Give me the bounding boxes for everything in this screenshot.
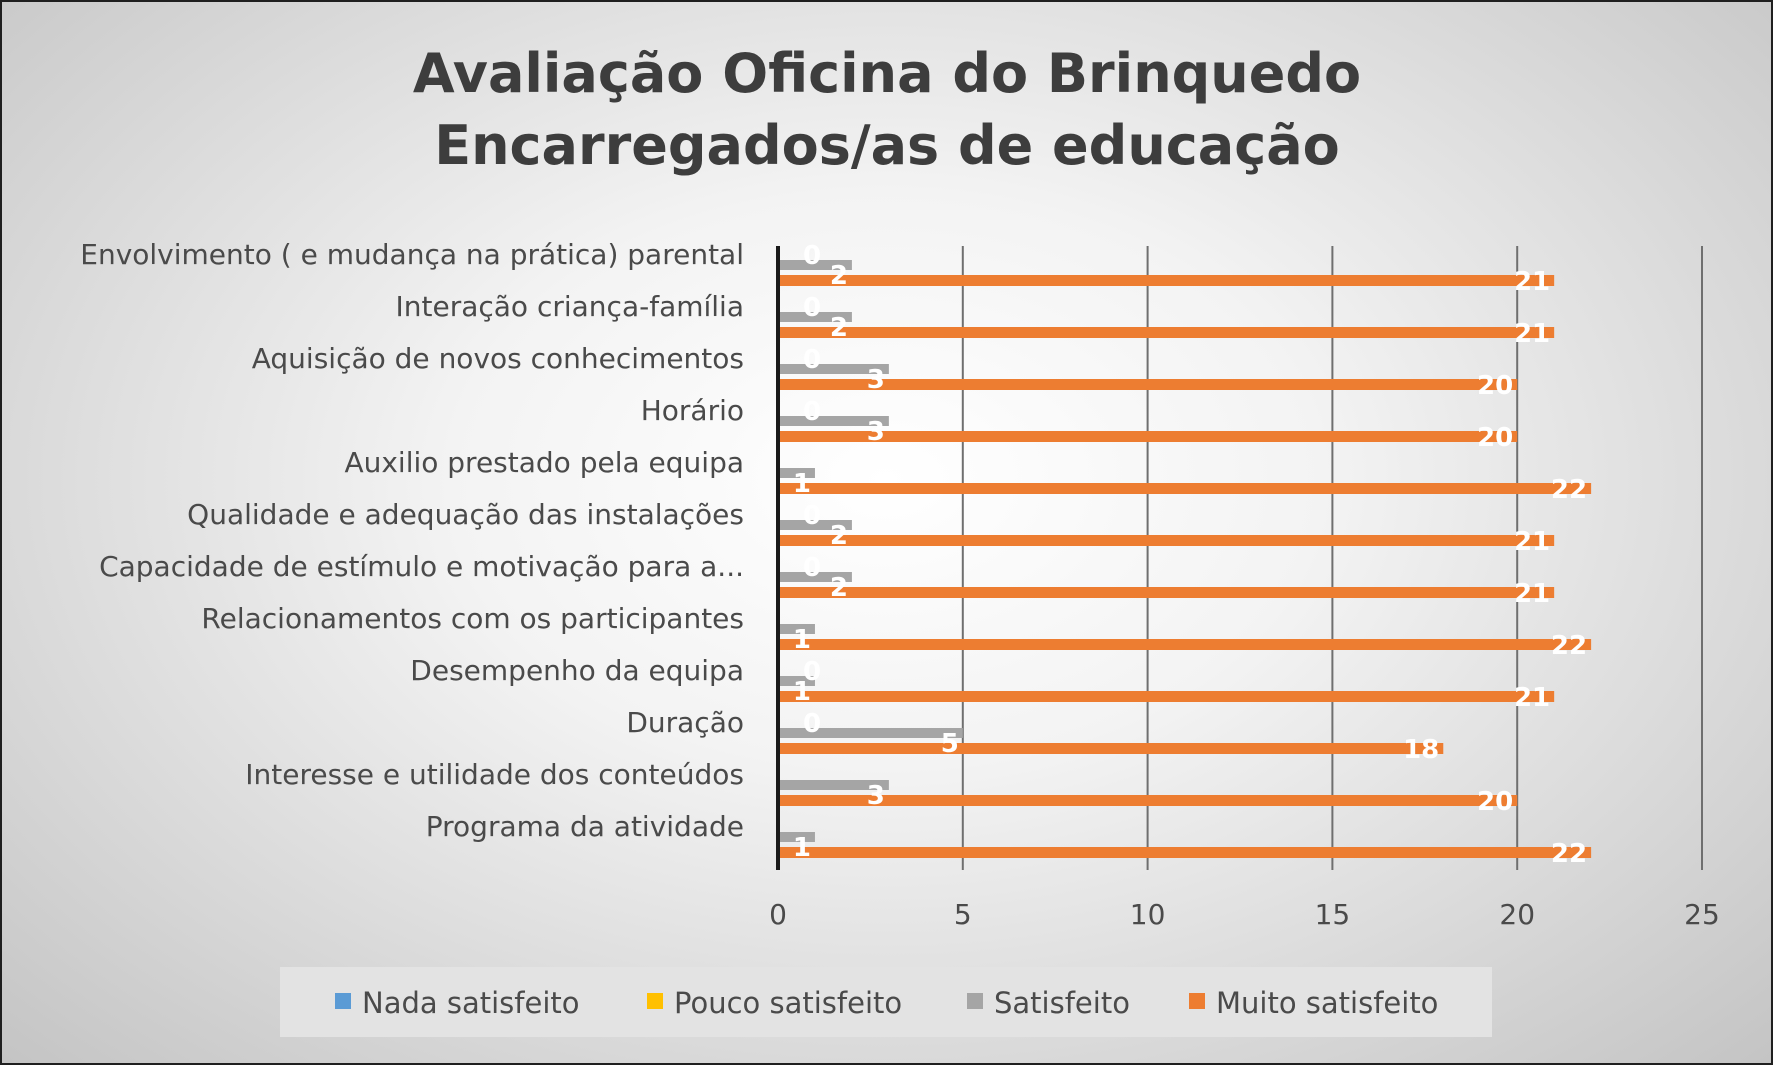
bar: [778, 312, 852, 322]
bar: [778, 468, 815, 478]
data-label: 0: [803, 501, 821, 531]
tick-label-5: 5: [954, 898, 972, 931]
legend-swatch: [335, 993, 351, 1009]
data-label: 21: [1514, 267, 1550, 297]
data-label: 3: [867, 365, 885, 395]
data-label: 21: [1514, 579, 1550, 609]
legend-label: Nada satisfeito: [362, 986, 580, 1020]
data-label: 20: [1477, 371, 1513, 401]
bar: [778, 832, 815, 842]
bar: [778, 847, 1592, 858]
gridlines: [961, 246, 1703, 870]
data-label: 0: [803, 293, 821, 323]
category-label: Qualidade e adequação das instalações: [187, 498, 744, 531]
bars: [778, 260, 1592, 858]
data-label: 0: [803, 657, 821, 687]
bar: [778, 483, 1592, 494]
bar: [778, 260, 852, 270]
data-label: 0: [803, 397, 821, 427]
bar: [778, 520, 852, 530]
category-label: Relacionamentos com os participantes: [201, 602, 744, 635]
bar: [778, 795, 1518, 806]
tick-label-15: 15: [1315, 898, 1351, 931]
bar: [778, 691, 1555, 702]
bar: [778, 379, 1518, 390]
bar: [778, 431, 1518, 442]
data-label: 0: [803, 709, 821, 739]
data-label: 2: [830, 521, 848, 551]
legend: Nada satisfeito Pouco satisfeito Satisfeit…: [280, 967, 1492, 1037]
legend-swatch: [1189, 993, 1205, 1009]
bar: [778, 780, 889, 790]
bar: [778, 728, 963, 738]
data-label: 3: [867, 417, 885, 447]
legend-label: Pouco satisfeito: [674, 986, 902, 1020]
data-label: 22: [1551, 839, 1587, 869]
bar: [778, 275, 1555, 286]
category-labels: Envolvimento ( e mudança na prática) par…: [80, 238, 744, 843]
chart-title-line-1: Avaliação Oficina do Brinquedo: [413, 42, 1361, 105]
data-label: 0: [803, 553, 821, 583]
chart-title-line-2: Encarregados/as de educação: [434, 114, 1340, 177]
bar: [778, 743, 1444, 754]
legend-swatch: [647, 993, 663, 1009]
category-label: Envolvimento ( e mudança na prática) par…: [80, 238, 744, 271]
data-label: 20: [1477, 787, 1513, 817]
bar: [778, 364, 889, 374]
data-label: 3: [867, 781, 885, 811]
data-label: 0: [803, 241, 821, 271]
category-label: Auxilio prestado pela equipa: [344, 446, 744, 479]
category-label: Duração: [626, 706, 744, 739]
tick-label-20: 20: [1499, 898, 1535, 931]
data-label: 18: [1403, 735, 1439, 765]
legend-label: Muito satisfeito: [1216, 986, 1438, 1020]
category-label: Capacidade de estímulo e motivação para …: [99, 550, 744, 583]
legend-swatch: [967, 993, 983, 1009]
category-label: Programa da atividade: [426, 810, 744, 843]
data-label: 2: [830, 573, 848, 603]
category-label: Interação criança-família: [396, 290, 745, 323]
data-label: 2: [830, 313, 848, 343]
chart-title: Avaliação Oficina do Brinquedo Encarrega…: [413, 42, 1361, 177]
data-label: 21: [1514, 319, 1550, 349]
category-label: Horário: [641, 394, 744, 427]
data-label: 2: [830, 261, 848, 291]
bar: [778, 327, 1555, 338]
data-label: 21: [1514, 683, 1550, 713]
data-label: 22: [1551, 475, 1587, 505]
category-label: Desempenho da equipa: [410, 654, 744, 687]
category-label: Interesse e utilidade dos conteúdos: [245, 758, 744, 791]
bar: [778, 416, 889, 426]
bar: [778, 639, 1592, 650]
bar: [778, 676, 815, 686]
data-label: 1: [793, 625, 811, 655]
data-label: 0: [803, 345, 821, 375]
data-label: 22: [1551, 631, 1587, 661]
data-label: 1: [793, 833, 811, 863]
data-label: 21: [1514, 527, 1550, 557]
data-label: 20: [1477, 423, 1513, 453]
data-label: 5: [941, 729, 959, 759]
tick-label-0: 0: [769, 898, 787, 931]
bar: [778, 624, 815, 634]
data-label: 1: [793, 469, 811, 499]
bar: [778, 572, 852, 582]
tick-labels: 0 5 10 15 20 25: [769, 898, 1720, 931]
tick-label-25: 25: [1684, 898, 1720, 931]
legend-label: Satisfeito: [994, 986, 1130, 1020]
bar: [778, 535, 1555, 546]
category-label: Aquisição de novos conhecimentos: [252, 342, 744, 375]
data-label: 1: [793, 677, 811, 707]
bar: [778, 587, 1555, 598]
legend-box: [280, 967, 1492, 1037]
tick-label-10: 10: [1130, 898, 1166, 931]
